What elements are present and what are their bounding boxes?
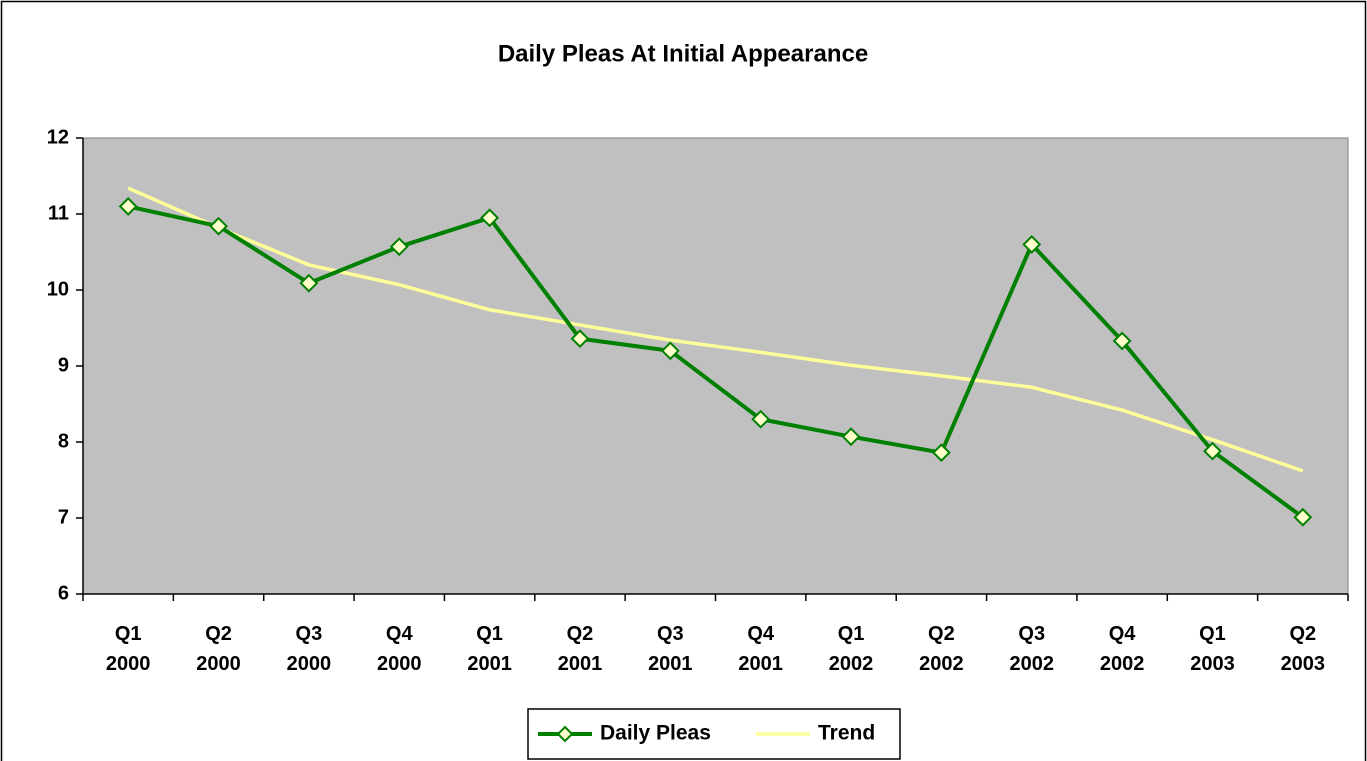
marker	[1293, 507, 1313, 527]
x-tick-label: Q1 2000	[105, 623, 151, 675]
x-tick-label: Q1 2001	[467, 623, 512, 675]
marker	[480, 208, 500, 228]
x-tick-label: Q2 2003	[1280, 623, 1326, 675]
trend-line	[127, 186, 1304, 473]
marker	[660, 341, 680, 361]
x-tick-label: Q4 2001	[738, 623, 783, 675]
x-tick-label: Q1 2003	[1190, 623, 1235, 675]
legend: Daily Pleas Trend	[527, 708, 901, 760]
y-tick-label: 8	[58, 430, 69, 452]
y-tick-label: 7	[58, 506, 69, 528]
marker	[931, 443, 951, 463]
y-tick-label: 11	[48, 202, 69, 224]
y-tick-label: 10	[47, 278, 69, 300]
chart-title: Daily Pleas At Initial Appearance	[498, 40, 868, 67]
data-line	[127, 204, 1305, 519]
marker	[118, 196, 138, 216]
marker	[1112, 331, 1132, 351]
x-tick-label: Q4 2000	[377, 623, 422, 675]
x-tick-label: Q3 2000	[286, 623, 332, 675]
x-tick-label: Q4 2002	[1099, 623, 1145, 675]
x-tick-label: Q1 2002	[828, 623, 874, 675]
marker	[570, 329, 590, 349]
marker	[1022, 234, 1042, 254]
x-tick-label: Q2 2002	[919, 623, 964, 675]
y-tick-label: 6	[58, 582, 69, 604]
x-tick-label: Q2 2000	[196, 623, 241, 675]
marker	[209, 216, 228, 236]
marker	[751, 409, 771, 429]
y-tick-label: 12	[47, 126, 69, 148]
legend-label: Trend	[818, 722, 875, 745]
x-tick-label: Q2 2001	[557, 623, 603, 675]
marker	[1203, 441, 1222, 461]
legend-label: Daily Pleas	[600, 722, 711, 745]
marker	[841, 427, 861, 447]
marker	[299, 273, 319, 293]
marker	[389, 237, 409, 257]
legend-marker	[556, 725, 574, 743]
plot-area	[82, 137, 1349, 595]
y-tick-label: 9	[58, 354, 69, 376]
x-tick-label: Q3 2002	[1009, 623, 1055, 675]
x-tick-label: Q3 2001	[648, 623, 693, 675]
